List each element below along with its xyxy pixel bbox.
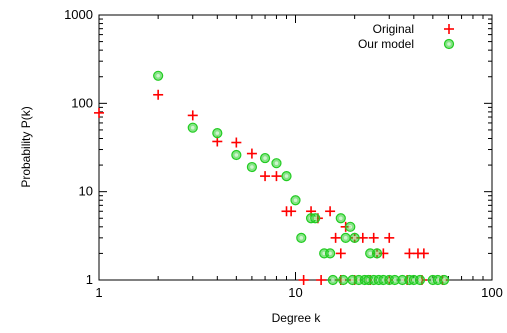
data-point-plus (404, 248, 415, 259)
data-point-plus (260, 171, 271, 182)
data-point-plus (330, 232, 341, 243)
x-axis-label: Degree k (272, 311, 322, 325)
data-point-circle (414, 274, 426, 286)
data-point-circle (231, 149, 242, 161)
y-axis-label: Probability P(k) (19, 106, 33, 187)
data-point-circle (349, 232, 360, 243)
y-tick-label: 1 (86, 272, 93, 287)
data-point-circle (335, 213, 346, 224)
data-point-circle (153, 70, 164, 81)
data-point-plus (187, 110, 198, 121)
y-tick-label: 1000 (64, 7, 93, 22)
data-point-circle (187, 122, 198, 133)
data-point-circle (310, 213, 321, 224)
series-our-model (153, 70, 450, 286)
data-point-circle (271, 158, 282, 169)
data-point-plus (231, 137, 242, 148)
legend-label: Our model (358, 37, 414, 51)
data-point-plus (153, 89, 164, 100)
data-point-plus (325, 206, 336, 217)
data-point-plus (246, 148, 257, 159)
x-tick-label: 100 (481, 285, 503, 300)
legend-label: Original (373, 22, 414, 36)
data-point-circle (438, 274, 450, 286)
data-series (94, 70, 450, 286)
data-point-circle (290, 195, 301, 206)
x-tick-label: 10 (288, 285, 302, 300)
data-point-plus (298, 275, 309, 285)
data-point-circle (259, 152, 271, 164)
data-point-plus (316, 275, 327, 285)
axis-ticks: 1 10 100 1 10 100 1000 (64, 7, 503, 300)
data-point-plus (384, 232, 395, 243)
legend-marker-circle (443, 38, 455, 50)
data-point-circle (340, 232, 351, 243)
data-point-circle (212, 128, 223, 139)
y-tick-label: 10 (79, 184, 93, 199)
data-point-circle (371, 248, 383, 259)
data-point-circle (296, 232, 307, 243)
data-point-circle (246, 161, 258, 173)
data-point-circle (325, 248, 336, 259)
data-point-plus (94, 107, 104, 118)
data-point-circle (345, 221, 356, 232)
plot-border (98, 14, 493, 281)
y-tick-label: 100 (71, 95, 93, 110)
series-original (94, 89, 448, 285)
data-point-plus (418, 248, 429, 259)
data-point-plus (335, 248, 346, 259)
data-point-plus (368, 232, 379, 243)
data-point-circle (281, 171, 292, 182)
data-point-plus (271, 171, 282, 182)
x-tick-label: 1 (95, 285, 102, 300)
data-point-circle (327, 274, 339, 286)
legend-marker-plus (444, 24, 454, 34)
plot-frame (98, 14, 493, 281)
data-point-circle (338, 274, 349, 286)
data-point-plus (286, 206, 297, 217)
